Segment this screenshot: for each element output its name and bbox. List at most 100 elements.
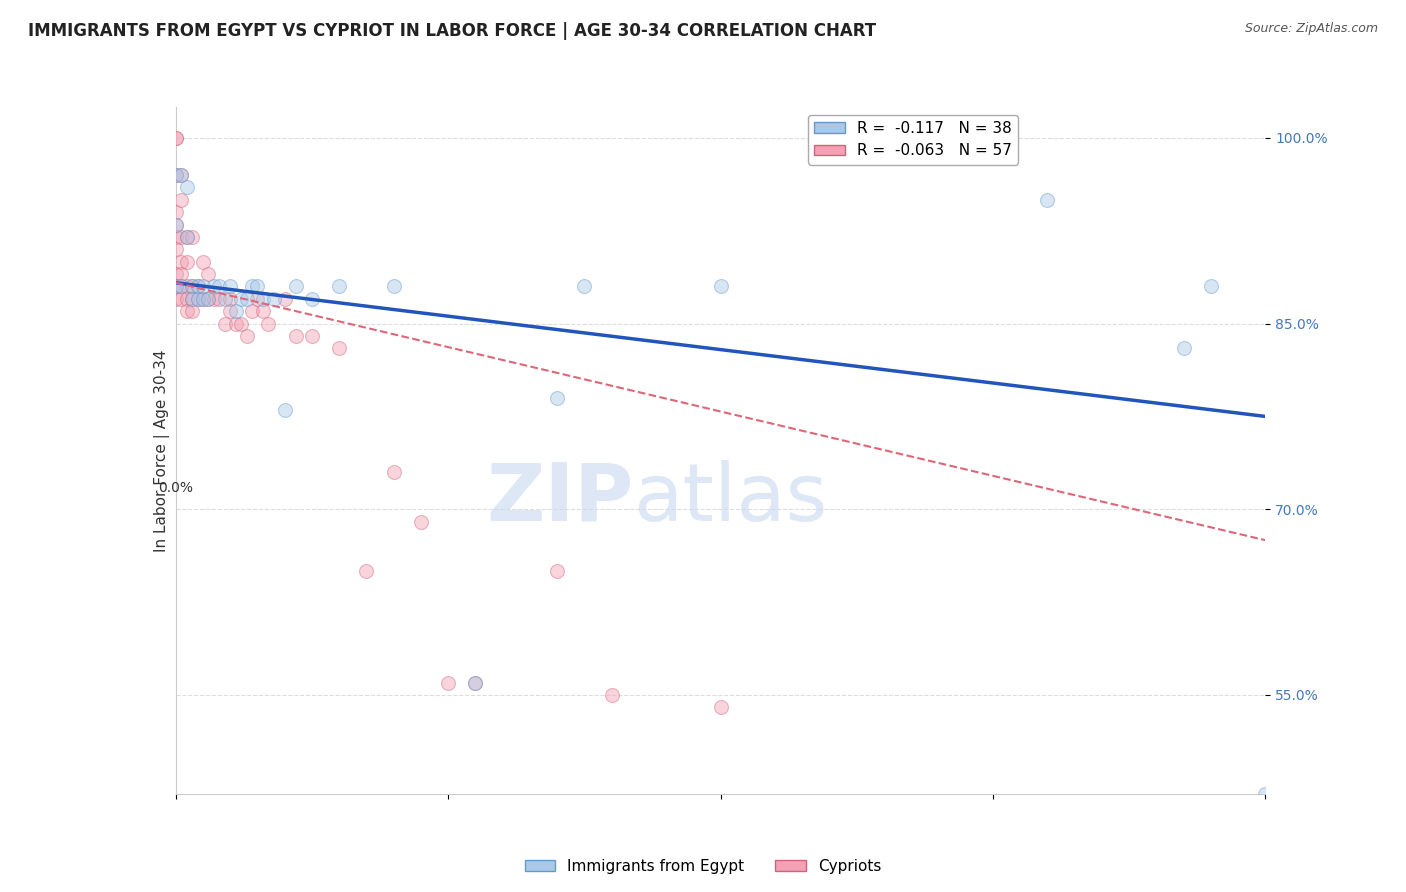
Point [181,230,204,244]
Legend: R =  -0.117   N = 38, R =  -0.063   N = 57: R = -0.117 N = 38, R = -0.063 N = 57 [808,115,1018,164]
Point [176,304,198,318]
Point [186,279,209,293]
Point [1199,279,1222,293]
Point [191,254,214,268]
Point [208,292,231,306]
Point [197,292,219,306]
Point [181,304,204,318]
Point [176,230,198,244]
Point [181,279,204,293]
Point [1173,342,1195,356]
Point [165,267,187,281]
Point [246,292,269,306]
Point [574,279,596,293]
Point [191,279,214,293]
Point [165,230,187,244]
Point [186,292,209,306]
Point [176,279,198,293]
Point [219,279,242,293]
Point [231,292,253,306]
Point [202,279,225,293]
Point [197,292,219,306]
Text: atlas: atlas [633,459,828,538]
Point [165,205,187,219]
Point [176,254,198,268]
Point [382,279,405,293]
Point [240,304,263,318]
Point [382,465,405,479]
Point [165,279,187,293]
Point [214,317,236,331]
Point [328,279,350,293]
Point [284,329,307,343]
Point [235,329,257,343]
Point [176,292,198,306]
Point [165,279,187,293]
Point [546,391,568,405]
Point [170,230,193,244]
Point [208,279,231,293]
Point [176,180,198,194]
Point [464,675,486,690]
Point [165,243,187,257]
Point [328,342,350,356]
Point [181,292,204,306]
Point [170,279,193,293]
Point [252,304,274,318]
Point [1254,787,1277,801]
Point [246,279,269,293]
Point [225,317,247,331]
Point [170,267,193,281]
Point [437,675,460,690]
Point [170,168,193,182]
Point [165,131,187,145]
Y-axis label: In Labor Force | Age 30-34: In Labor Force | Age 30-34 [155,349,170,552]
Point [197,267,219,281]
Text: 0.0%: 0.0% [159,482,193,495]
Point [710,279,733,293]
Point [284,279,307,293]
Point [165,292,187,306]
Point [214,292,236,306]
Text: ZIP: ZIP [486,459,633,538]
Point [165,131,187,145]
Point [219,292,242,306]
Point [257,317,280,331]
Point [409,515,432,529]
Point [301,329,323,343]
Point [170,292,193,306]
Legend: Immigrants from Egypt, Cypriots: Immigrants from Egypt, Cypriots [519,853,887,880]
Point [170,193,193,207]
Text: Source: ZipAtlas.com: Source: ZipAtlas.com [1244,22,1378,36]
Point [235,292,257,306]
Point [225,304,247,318]
Point [170,254,193,268]
Point [219,304,242,318]
Point [170,279,193,293]
Point [710,700,733,714]
Point [176,230,198,244]
Point [274,292,297,306]
Point [165,168,187,182]
Point [191,292,214,306]
Point [191,292,214,306]
Point [165,218,187,232]
Point [202,292,225,306]
Point [263,292,285,306]
Text: IMMIGRANTS FROM EGYPT VS CYPRIOT IN LABOR FORCE | AGE 30-34 CORRELATION CHART: IMMIGRANTS FROM EGYPT VS CYPRIOT IN LABO… [28,22,876,40]
Point [274,403,297,417]
Point [464,675,486,690]
Point [356,564,378,578]
Point [181,292,204,306]
Point [181,279,204,293]
Point [186,279,209,293]
Point [546,564,568,578]
Point [240,279,263,293]
Point [600,688,623,702]
Point [165,168,187,182]
Point [231,317,253,331]
Point [186,292,209,306]
Point [1036,193,1059,207]
Point [165,279,187,293]
Point [165,218,187,232]
